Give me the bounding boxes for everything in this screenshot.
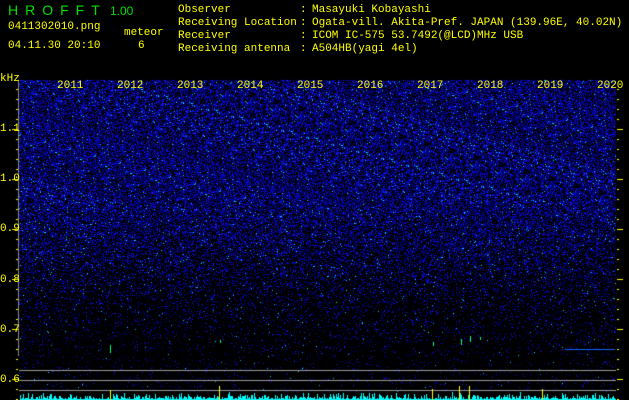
station-label: Receiving Location <box>178 17 297 29</box>
time-label: 2013 <box>177 80 204 92</box>
time-label: 2019 <box>537 80 564 92</box>
station-label: Receiving antenna <box>178 43 291 55</box>
colon: : <box>300 43 307 55</box>
app-title: HROFFT <box>8 2 107 18</box>
y-tick-label: 0.9 <box>0 223 20 236</box>
y-tick-label: 1.1 <box>0 123 20 135</box>
meteor-label: meteor <box>124 27 164 39</box>
time-label: 2018 <box>477 80 504 92</box>
time-label: 2017 <box>417 80 444 92</box>
station-value: ICOM IC-575 53.7492(@LCD)MHz USB <box>312 30 524 42</box>
colon: : <box>300 30 307 42</box>
station-value: A504HB(yagi 4el) <box>312 43 418 55</box>
time-label: 2015 <box>297 80 324 92</box>
y-tick-label: 0.7 <box>0 323 20 336</box>
time-label: 2014 <box>237 80 264 92</box>
time-label: 2020 <box>597 80 624 92</box>
colon: : <box>300 4 307 16</box>
station-value: Masayuki Kobayashi <box>312 4 431 16</box>
time-label: 2016 <box>357 80 384 92</box>
filename: 0411302010.png <box>8 21 101 33</box>
station-label: Receiver <box>178 30 231 42</box>
datetime: 04.11.30 20:10 <box>8 40 101 52</box>
meteor-count: 6 <box>138 40 145 52</box>
time-label: 2012 <box>117 80 144 92</box>
colon: : <box>300 17 307 29</box>
time-label: 2011 <box>57 80 84 92</box>
y-tick-label: 0.8 <box>0 273 20 286</box>
station-label: Observer <box>178 4 231 16</box>
station-value: Ogata-vill. Akita-Pref. JAPAN (139.96E, … <box>312 17 623 29</box>
y-unit-label: kHz <box>0 73 20 85</box>
y-tick-label: 1.0 <box>0 173 20 186</box>
y-tick-label: 0.6 <box>0 374 20 386</box>
app-version: 1.00 <box>110 4 134 18</box>
